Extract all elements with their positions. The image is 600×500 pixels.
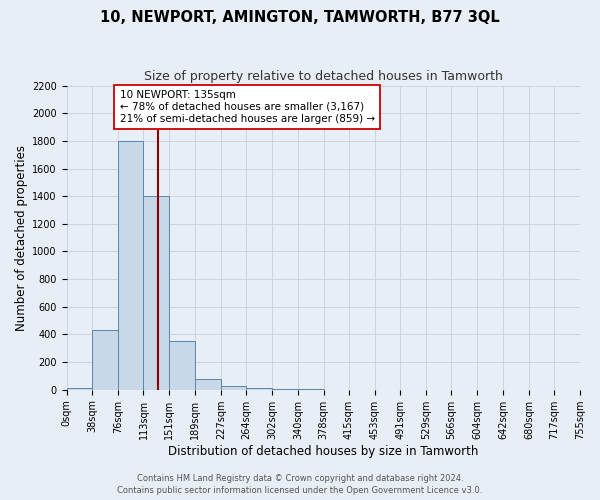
- Bar: [195, 378, 221, 390]
- Text: 10, NEWPORT, AMINGTON, TAMWORTH, B77 3QL: 10, NEWPORT, AMINGTON, TAMWORTH, B77 3QL: [100, 10, 500, 25]
- X-axis label: Distribution of detached houses by size in Tamworth: Distribution of detached houses by size …: [168, 444, 479, 458]
- Title: Size of property relative to detached houses in Tamworth: Size of property relative to detached ho…: [144, 70, 503, 83]
- Bar: [118, 141, 143, 390]
- Bar: [67, 388, 92, 390]
- Bar: [169, 342, 195, 390]
- Bar: [246, 388, 272, 390]
- Bar: [143, 196, 169, 390]
- Text: Contains HM Land Registry data © Crown copyright and database right 2024.
Contai: Contains HM Land Registry data © Crown c…: [118, 474, 482, 495]
- Bar: [92, 330, 118, 390]
- Y-axis label: Number of detached properties: Number of detached properties: [15, 144, 28, 330]
- Bar: [221, 386, 246, 390]
- Bar: [272, 389, 298, 390]
- Text: 10 NEWPORT: 135sqm
← 78% of detached houses are smaller (3,167)
21% of semi-deta: 10 NEWPORT: 135sqm ← 78% of detached hou…: [119, 90, 375, 124]
